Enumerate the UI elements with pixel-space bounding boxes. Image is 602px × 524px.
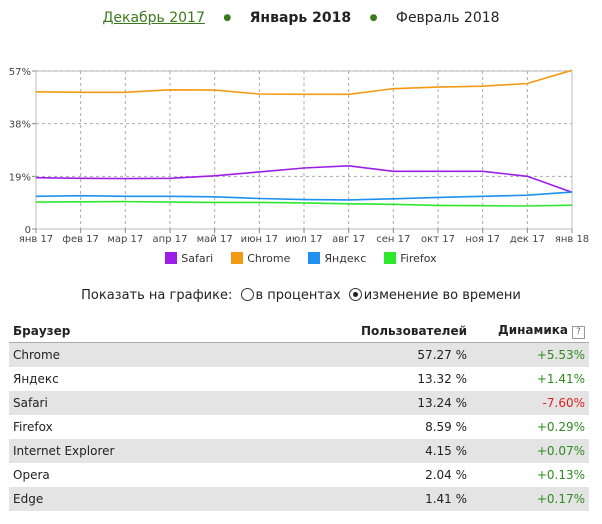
browser-name: Chrome	[9, 342, 323, 367]
users-share: 13.24 %	[323, 391, 471, 415]
users-share: 4.15 %	[323, 439, 471, 463]
browser-name: Internet Explorer	[9, 439, 323, 463]
dynamics-value: +0.17%	[471, 487, 589, 511]
browser-name: Opera	[13, 468, 50, 482]
users-share: 13.32 %	[417, 372, 467, 386]
prev-period-link[interactable]: Декабрь 2017	[102, 10, 205, 26]
x-tick-label: апр 17	[153, 234, 188, 245]
table-row: Chrome 57.27 % +5.53%	[9, 342, 589, 367]
y-tick-label: 19%	[9, 172, 31, 183]
users-share: 2.04 %	[425, 468, 467, 482]
dynamics-value: -7.60%	[471, 391, 589, 415]
legend-item: Chrome	[231, 252, 290, 265]
x-tick-label: июн 17	[241, 234, 278, 245]
table-body: Chrome 57.27 % +5.53% Яндекс 13.32 % +1.41% Sa…	[9, 342, 589, 511]
x-tick-label: июл 17	[285, 234, 322, 245]
legend-swatch	[165, 252, 178, 264]
series-line-firefox	[35, 200, 573, 207]
y-tick-label: 0	[25, 225, 31, 236]
x-tick-label: фев 17	[62, 234, 99, 245]
header-dynamics-label[interactable]: Динамика	[498, 323, 568, 337]
table-row: Яндекс 13.32 % +1.41%	[9, 367, 589, 391]
browser-name: Edge	[9, 487, 323, 511]
legend-swatch	[308, 252, 321, 264]
chart-legend: Safari Chrome Яндекс Firefox	[0, 252, 602, 265]
nav-separator-right: ●	[369, 13, 378, 23]
x-tick-label: авг 17	[332, 234, 365, 245]
table-row: Opera 2.04 % +0.13%	[9, 463, 589, 487]
header-dynamics[interactable]: Динамика?	[471, 320, 589, 343]
header-users[interactable]: Пользователей	[323, 320, 471, 343]
browser-stats-table: Браузер Пользователей Динамика? Chrome 57…	[9, 320, 589, 511]
series-line-яндекс	[35, 191, 573, 201]
mode-label: Показать на графике:	[81, 288, 233, 303]
period-navigation: Декабрь 2017 ● Январь 2018 ● Февраль 201…	[0, 10, 602, 26]
next-period: Февраль 2018	[395, 10, 500, 26]
x-tick-label: янв 17	[19, 234, 53, 245]
x-tick-label: окт 17	[421, 234, 455, 245]
dynamics-value: +0.13%	[536, 468, 585, 482]
dynamics-value: +1.41%	[536, 372, 585, 386]
table-header-row: Браузер Пользователей Динамика?	[9, 320, 589, 343]
mode-change-radio[interactable]	[348, 288, 362, 301]
mode-change-label[interactable]: изменение во времени	[363, 288, 521, 303]
browser-name: Firefox	[13, 420, 53, 434]
chart-mode-selector: Показать на графике: в процентах изменен…	[0, 288, 602, 303]
users-share: 1.41 %	[323, 487, 471, 511]
series-line-chrome	[35, 69, 573, 96]
x-tick-label: май 17	[197, 234, 233, 245]
line-chart: 0 19% 38% 57% янв 17 фев 17 мар 17 апр 17 май 17…	[9, 67, 589, 245]
legend-label: Firefox	[400, 252, 437, 265]
x-tick-label: ноя 17	[465, 234, 500, 245]
table-row: Internet Explorer 4.15 % +0.07%	[9, 439, 589, 463]
legend-label: Яндекс	[324, 252, 367, 265]
dynamics-value: +0.29%	[536, 420, 585, 434]
y-tick-label: 57%	[9, 67, 31, 78]
legend-swatch	[384, 252, 397, 264]
mode-percent-radio[interactable]	[240, 288, 254, 301]
nav-separator-left: ●	[223, 13, 232, 23]
x-tick-label: сен 17	[376, 234, 410, 245]
browser-name: Яндекс	[13, 372, 59, 386]
users-share: 57.27 %	[323, 342, 471, 367]
users-share: 8.59 %	[425, 420, 467, 434]
table-row: Firefox 8.59 % +0.29%	[9, 415, 589, 439]
y-tick-label: 38%	[9, 120, 31, 131]
mode-percent-label[interactable]: в процентах	[255, 288, 341, 303]
legend-item: Firefox	[384, 252, 437, 265]
help-icon[interactable]: ?	[572, 326, 585, 339]
legend-item: Яндекс	[308, 252, 366, 265]
legend-label: Chrome	[247, 252, 291, 265]
legend-item: Safari	[165, 252, 213, 265]
series-line-safari	[35, 164, 573, 194]
table-row: Edge 1.41 % +0.17%	[9, 487, 589, 511]
current-period: Январь 2018	[249, 10, 352, 26]
dynamics-value: +5.53%	[471, 342, 589, 367]
x-tick-label: дек 17	[510, 234, 545, 245]
table-row: Safari 13.24 % -7.60%	[9, 391, 589, 415]
dynamics-value: +0.07%	[471, 439, 589, 463]
legend-swatch	[231, 252, 244, 264]
x-tick-label: мар 17	[107, 234, 143, 245]
x-tick-label: янв 18	[555, 234, 589, 245]
header-browser: Браузер	[9, 320, 323, 343]
browser-name: Safari	[9, 391, 323, 415]
legend-label: Safari	[181, 252, 214, 265]
